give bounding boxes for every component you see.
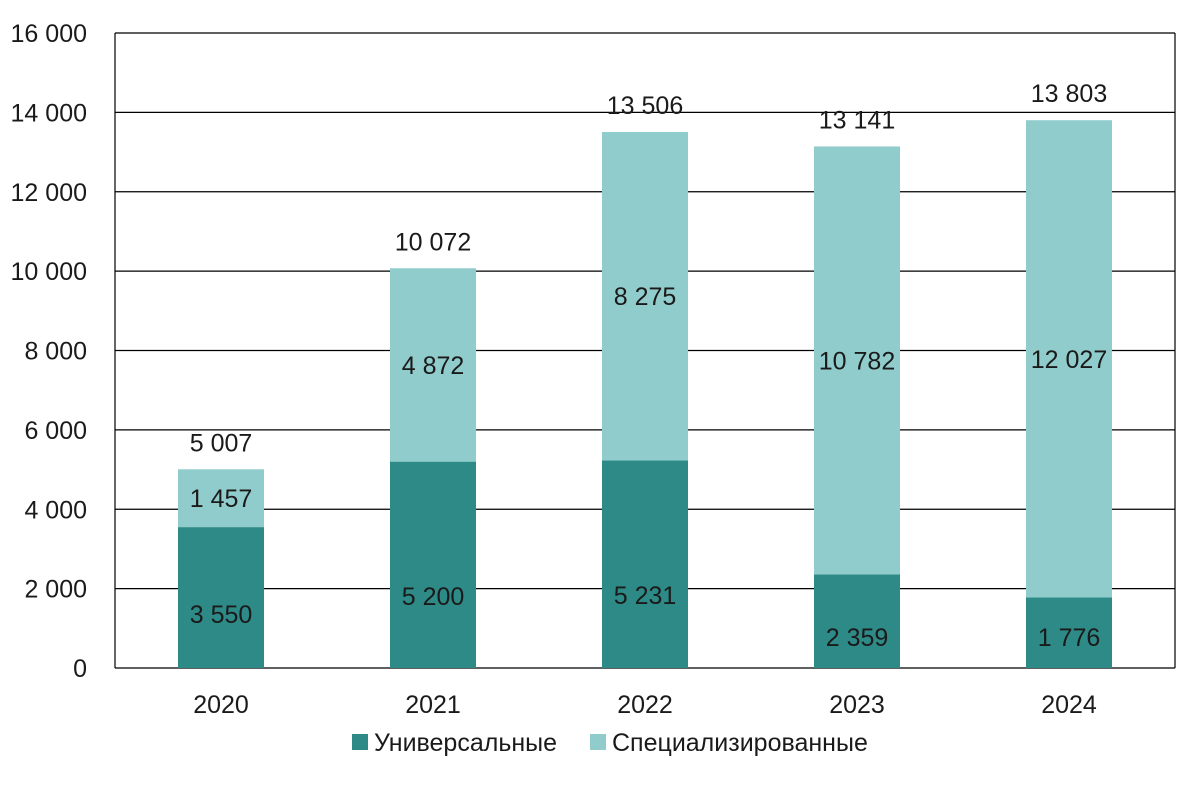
x-tick-label: 2024 [1041, 691, 1097, 719]
data-label: 5 200 [402, 583, 465, 611]
total-label: 5 007 [190, 429, 253, 457]
axes: 0 2 000 4 000 6 000 8 000 10 000 12 000 14 000 1… [11, 20, 1176, 719]
y-tick-label: 8 000 [24, 338, 87, 366]
bar-segment-universal [814, 574, 900, 668]
data-label: 4 872 [402, 352, 465, 380]
y-tick-label: 0 [73, 655, 87, 683]
data-label: 5 231 [614, 582, 677, 610]
bar-segment-universal [178, 527, 264, 668]
bar-segment-specialized [602, 131, 688, 461]
data-label: 2 359 [826, 624, 889, 652]
legend-label: Универсальные [374, 729, 557, 757]
x-tick-label: 2020 [193, 691, 249, 719]
y-tick-label: 10 000 [11, 258, 87, 286]
legend-swatch-universal [352, 734, 368, 750]
data-label: 3 550 [190, 601, 253, 629]
x-tick-label: 2021 [405, 691, 461, 719]
x-tick-label: 2023 [829, 691, 885, 719]
bar-segment-specialized [390, 268, 476, 462]
total-label: 13 803 [1031, 80, 1107, 108]
bar-segment-specialized [814, 146, 900, 575]
bar-segment-specialized [1026, 120, 1112, 598]
data-label: 8 275 [614, 283, 677, 311]
bar-segment-universal [1026, 597, 1112, 668]
total-label: 13 141 [819, 106, 895, 134]
data-label: 12 027 [1031, 346, 1107, 374]
y-tick-label: 12 000 [11, 179, 87, 207]
total-label: 13 506 [607, 92, 683, 120]
x-tick-label: 2022 [617, 691, 673, 719]
bar-segment-specialized [178, 469, 264, 528]
data-label: 10 782 [819, 347, 895, 375]
y-tick-label: 16 000 [11, 20, 87, 48]
y-tick-label: 4 000 [24, 496, 87, 524]
data-label: 1 457 [190, 485, 253, 513]
bars [178, 120, 1112, 668]
legend: Универсальные Специализированные [352, 729, 868, 757]
legend-label: Специализированные [612, 729, 868, 757]
y-tick-label: 2 000 [24, 576, 87, 604]
data-label: 1 776 [1038, 624, 1101, 652]
bar-segment-universal [390, 461, 476, 668]
y-tick-label: 6 000 [24, 417, 87, 445]
bar-segment-universal [602, 460, 688, 668]
data-labels: 3 550 1 457 5 007 5 200 4 872 10 072 5 231 8 27… [190, 80, 1108, 652]
legend-swatch-specialized [590, 734, 606, 750]
y-tick-label: 14 000 [11, 99, 87, 127]
total-label: 10 072 [395, 228, 471, 256]
